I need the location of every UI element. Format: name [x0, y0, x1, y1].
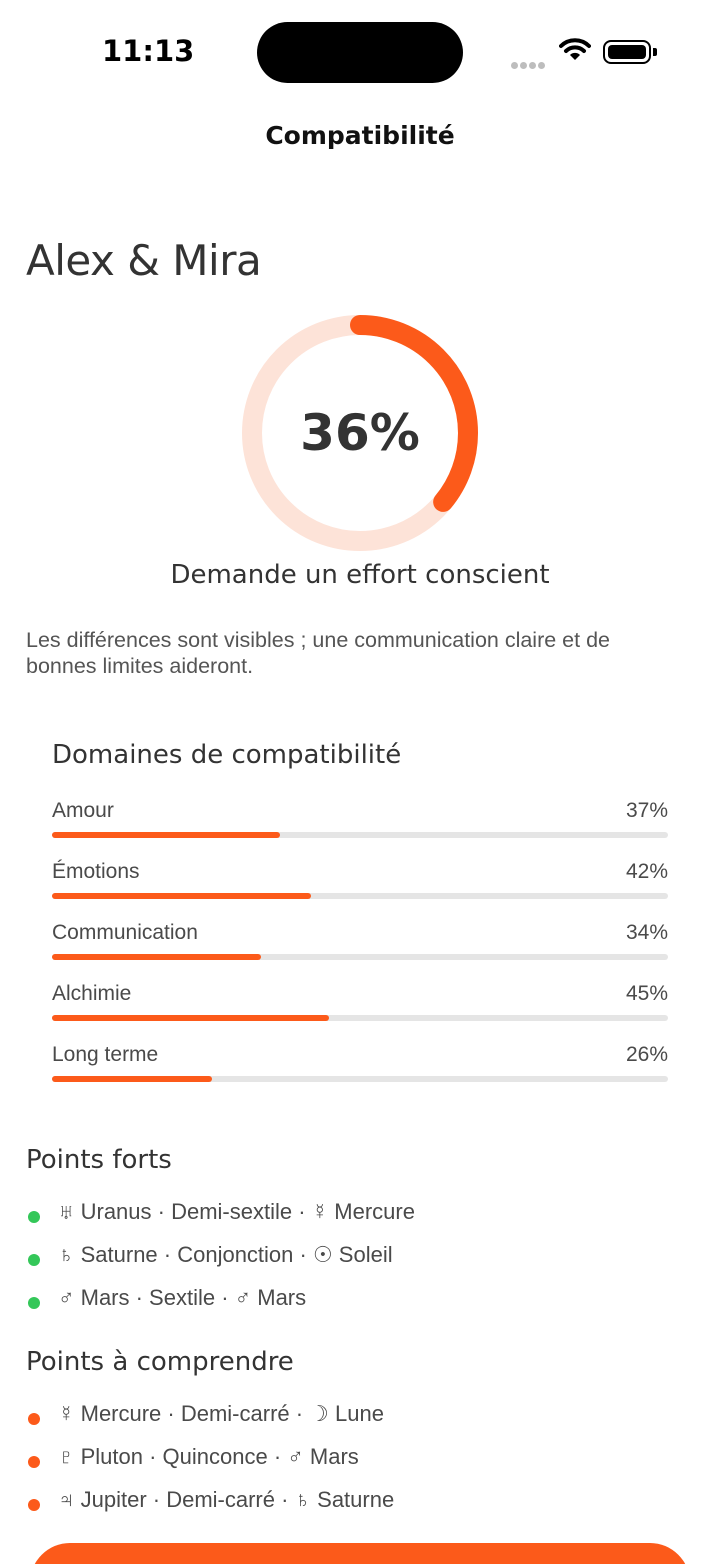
- caution-dot-icon: [28, 1413, 40, 1425]
- strengths-title: Points forts: [26, 1145, 172, 1175]
- caution-dot-icon: [28, 1499, 40, 1511]
- positive-dot-icon: [28, 1297, 40, 1309]
- domain-row: Communication 34%: [52, 919, 668, 980]
- domain-bar-track: [52, 893, 668, 899]
- domain-row: Émotions 42%: [52, 858, 668, 919]
- positive-dot-icon: [28, 1211, 40, 1223]
- score-description: Les différences sont visibles ; une comm…: [26, 628, 610, 678]
- domain-label: Long terme: [52, 1043, 159, 1066]
- dynamic-island: [257, 22, 463, 83]
- battery-icon: [603, 40, 657, 64]
- score-verdict: Demande un effort conscient: [170, 560, 550, 590]
- score-ring-arc: [242, 315, 478, 551]
- domain-bar-fill: [52, 1076, 213, 1082]
- domain-value: 45%: [625, 982, 668, 1005]
- domain-bar-track: [52, 954, 668, 960]
- domain-bar-fill: [52, 954, 262, 960]
- domain-value: 34%: [625, 921, 668, 944]
- positive-dot-icon: [28, 1254, 40, 1266]
- domain-value: 42%: [625, 860, 668, 883]
- domain-value: 26%: [625, 1043, 668, 1066]
- score-ring: [242, 315, 478, 551]
- domain-bar-track: [52, 832, 668, 838]
- domain-bar-fill: [52, 893, 311, 899]
- domains-title: Domaines de compatibilité: [52, 740, 402, 770]
- domain-row: Long terme 26%: [52, 1041, 668, 1102]
- domain-bar-track: [52, 1076, 668, 1082]
- domain-label: Amour: [52, 799, 114, 822]
- domain-label: Communication: [52, 921, 198, 944]
- wifi-icon: [559, 38, 591, 67]
- domain-value: 37%: [625, 799, 668, 822]
- aspect-text: ♇ Pluton · Quinconce · ♂ Mars: [58, 1444, 359, 1469]
- couple-names: Alex & Mira: [26, 236, 262, 285]
- domain-bar-fill: [52, 832, 280, 838]
- domains-list: Amour 37% Émotions 42% Communication 34%…: [52, 797, 668, 1102]
- score-percent: 36%: [300, 404, 420, 462]
- domain-label: Émotions: [52, 860, 140, 883]
- caution-dot-icon: [28, 1456, 40, 1468]
- challenges-title: Points à comprendre: [26, 1347, 294, 1377]
- aspect-text: ♃ Jupiter · Demi-carré · ♄ Saturne: [58, 1487, 395, 1512]
- aspect-text: ♄ Saturne · Conjonction · ☉ Soleil: [58, 1242, 393, 1267]
- aspect-text: ♂ Mars · Sextile · ♂ Mars: [58, 1285, 307, 1310]
- cellular-signal-icon: [511, 56, 547, 74]
- aspect-text: ♅ Uranus · Demi-sextile · ☿ Mercure: [58, 1199, 415, 1224]
- page-title: Compatibilité: [265, 121, 455, 150]
- domain-label: Alchimie: [52, 982, 132, 1005]
- domain-row: Alchimie 45%: [52, 980, 668, 1041]
- domain-bar-fill: [52, 1015, 330, 1021]
- domain-bar-track: [52, 1015, 668, 1021]
- aspect-text: ☿ Mercure · Demi-carré · ☽ Lune: [58, 1401, 384, 1426]
- status-time: 11:13: [102, 34, 195, 68]
- primary-action-button[interactable]: [30, 1543, 690, 1564]
- domain-row: Amour 37%: [52, 797, 668, 858]
